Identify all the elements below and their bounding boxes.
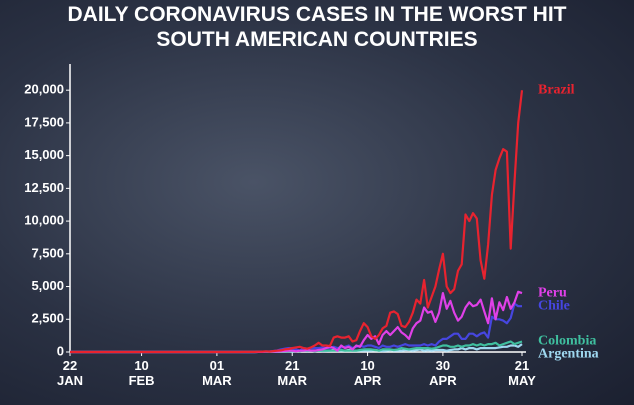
- x-tick-label: 01 MAR: [202, 358, 232, 388]
- series-label: Colombia: [538, 334, 596, 349]
- series-line: [70, 90, 524, 354]
- series-label: Argentina: [538, 347, 599, 362]
- y-tick-label: 10,000: [24, 213, 64, 228]
- series-line: [70, 290, 523, 354]
- y-tick-label: 5,000: [31, 278, 64, 293]
- series-label: Chile: [538, 298, 570, 313]
- x-tick-label: 21 MAY: [508, 358, 536, 388]
- y-tick-label: 17,500: [24, 114, 64, 129]
- y-tick-label: 15,000: [24, 147, 64, 162]
- y-tick-label: 0: [57, 343, 64, 358]
- x-tick-label: 10 APR: [353, 358, 382, 388]
- x-tick-label: 10 FEB: [128, 358, 155, 388]
- x-tick-label: 30 APR: [429, 358, 457, 388]
- series-label: Peru: [538, 285, 567, 300]
- y-tick-label: 20,000: [24, 82, 64, 97]
- x-tick-label: 21 MAR: [277, 358, 308, 388]
- series-label: Brazil: [538, 82, 575, 97]
- y-tick-label: 12,500: [24, 180, 64, 195]
- y-tick-label: 2,500: [31, 311, 64, 326]
- chart-title: DAILY CORONAVIRUS CASES IN THE WORST HIT…: [67, 3, 567, 51]
- x-tick-label: 22 JAN: [56, 358, 83, 388]
- y-tick-label: 7,500: [31, 245, 64, 260]
